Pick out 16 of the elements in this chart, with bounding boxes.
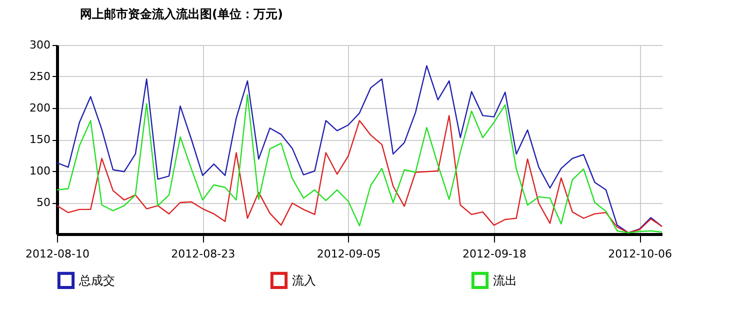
chart-title: 网上邮市资金流入流出图(单位：万元) [80, 7, 284, 21]
x-tick-label: 2012-09-18 [462, 248, 526, 260]
y-tick-label: 300 [30, 38, 50, 52]
y-tick-label: 50 [36, 196, 50, 209]
x-tick-label: 2012-09-05 [316, 248, 381, 260]
y-tick-label: 100 [30, 164, 50, 178]
y-tick-label: 200 [30, 102, 50, 114]
legend-label: 流入 [292, 273, 316, 288]
y-tick-label: 250 [30, 70, 50, 83]
y-tick-label: 150 [30, 133, 50, 146]
line-series [56, 65, 663, 234]
legend-label: 流出 [493, 273, 517, 288]
x-tick-label: 2012-08-10 [26, 248, 90, 260]
x-tick-label: 2012-10-06 [608, 248, 672, 260]
legend-label: 总成交 [78, 273, 115, 288]
x-tick-label: 2012-08-23 [171, 248, 236, 260]
